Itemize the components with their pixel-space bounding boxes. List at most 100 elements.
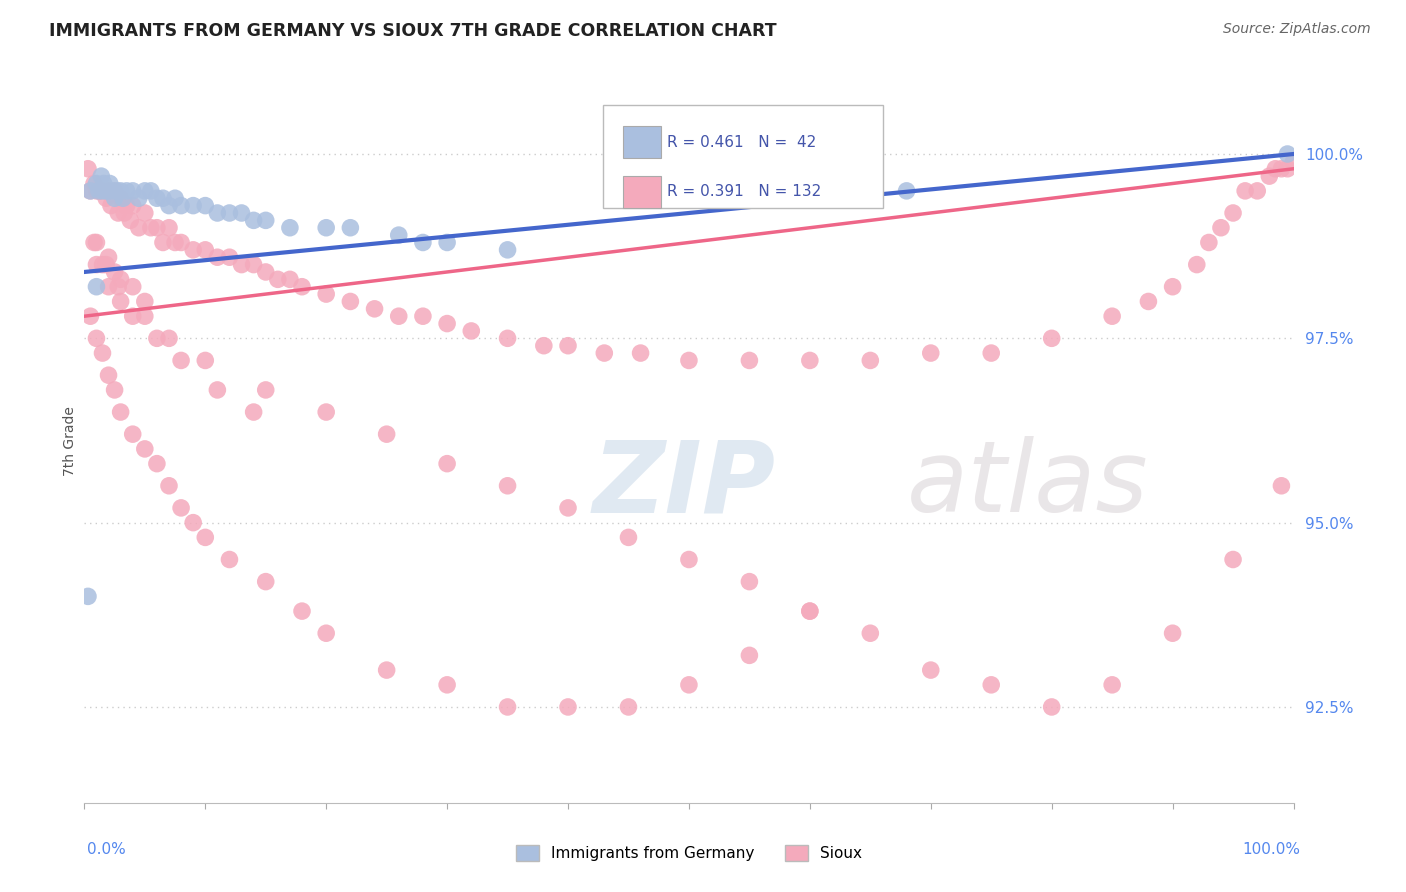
Point (207, 250, 229, 264)
Point (363, 301, 385, 316)
Point (170, 353, 193, 368)
Point (920, 663, 942, 677)
Point (207, 206, 229, 220)
Point (617, 530, 640, 544)
Point (242, 258, 264, 272)
Point (146, 220, 169, 235)
Point (678, 678, 700, 692)
Point (799, 604, 821, 618)
Point (496, 243, 519, 257)
Point (104, 184, 127, 198)
Point (278, 272, 301, 286)
Point (254, 265, 277, 279)
Point (980, 346, 1002, 360)
Point (194, 199, 217, 213)
Point (104, 191, 127, 205)
Point (157, 479, 180, 493)
Point (134, 184, 156, 198)
Point (98, 177, 121, 191)
Point (315, 287, 337, 301)
Point (1222, 552, 1244, 566)
Point (617, 700, 640, 714)
Point (128, 191, 150, 205)
Point (146, 191, 169, 205)
Point (1101, 309, 1123, 323)
Point (152, 191, 174, 205)
Point (121, 199, 143, 213)
Point (194, 243, 217, 257)
Point (134, 309, 156, 323)
Point (218, 250, 240, 264)
Point (1282, 154, 1305, 169)
Point (1101, 678, 1123, 692)
Point (90, 169, 112, 183)
Point (139, 220, 162, 235)
Point (1258, 169, 1281, 183)
Point (896, 184, 918, 198)
Point (388, 228, 411, 243)
Point (146, 331, 169, 345)
Point (120, 213, 142, 227)
Point (557, 700, 579, 714)
Point (242, 405, 264, 419)
Point (89, 184, 111, 198)
Point (267, 272, 290, 286)
Point (87, 184, 110, 198)
Point (738, 574, 761, 589)
Point (97, 279, 120, 293)
Point (1040, 331, 1063, 345)
Point (1234, 184, 1257, 198)
Point (291, 279, 314, 293)
Point (1222, 206, 1244, 220)
Point (86, 279, 108, 293)
Point (375, 427, 398, 442)
Point (920, 346, 942, 360)
Point (77, 590, 100, 604)
Point (678, 353, 700, 368)
Point (77, 161, 100, 176)
Point (91, 184, 114, 198)
Point (94, 184, 117, 198)
Point (1264, 161, 1286, 176)
Point (83, 235, 105, 250)
Text: R = 0.461   N =  42: R = 0.461 N = 42 (666, 135, 815, 150)
Point (1277, 161, 1299, 176)
Point (242, 213, 264, 227)
Point (115, 199, 138, 213)
Point (1209, 220, 1232, 235)
Point (110, 272, 132, 286)
Point (738, 353, 761, 368)
Point (1270, 479, 1292, 493)
Y-axis label: 7th Grade: 7th Grade (63, 407, 77, 476)
Point (859, 353, 882, 368)
Point (107, 279, 129, 293)
Point (181, 516, 204, 530)
Text: IMMIGRANTS FROM GERMANY VS SIOUX 7TH GRADE CORRELATION CHART: IMMIGRANTS FROM GERMANY VS SIOUX 7TH GRA… (49, 22, 778, 40)
Point (97, 250, 120, 264)
Point (1198, 235, 1220, 250)
Point (799, 353, 821, 368)
Point (86, 184, 108, 198)
Point (97, 368, 120, 383)
Point (1246, 184, 1268, 198)
Point (110, 405, 132, 419)
Point (157, 220, 180, 235)
Point (104, 383, 127, 397)
Text: Source: ZipAtlas.com: Source: ZipAtlas.com (1223, 22, 1371, 37)
Point (181, 199, 204, 213)
Point (100, 199, 122, 213)
Point (799, 604, 821, 618)
Point (1161, 279, 1184, 293)
Point (107, 206, 129, 220)
Point (181, 243, 204, 257)
Point (112, 191, 135, 205)
Point (170, 235, 193, 250)
Text: R = 0.391   N = 132: R = 0.391 N = 132 (666, 185, 821, 199)
Point (121, 279, 143, 293)
Point (291, 604, 314, 618)
Point (91, 258, 114, 272)
Point (436, 678, 458, 692)
Point (146, 457, 169, 471)
Point (152, 235, 174, 250)
Point (533, 339, 555, 353)
